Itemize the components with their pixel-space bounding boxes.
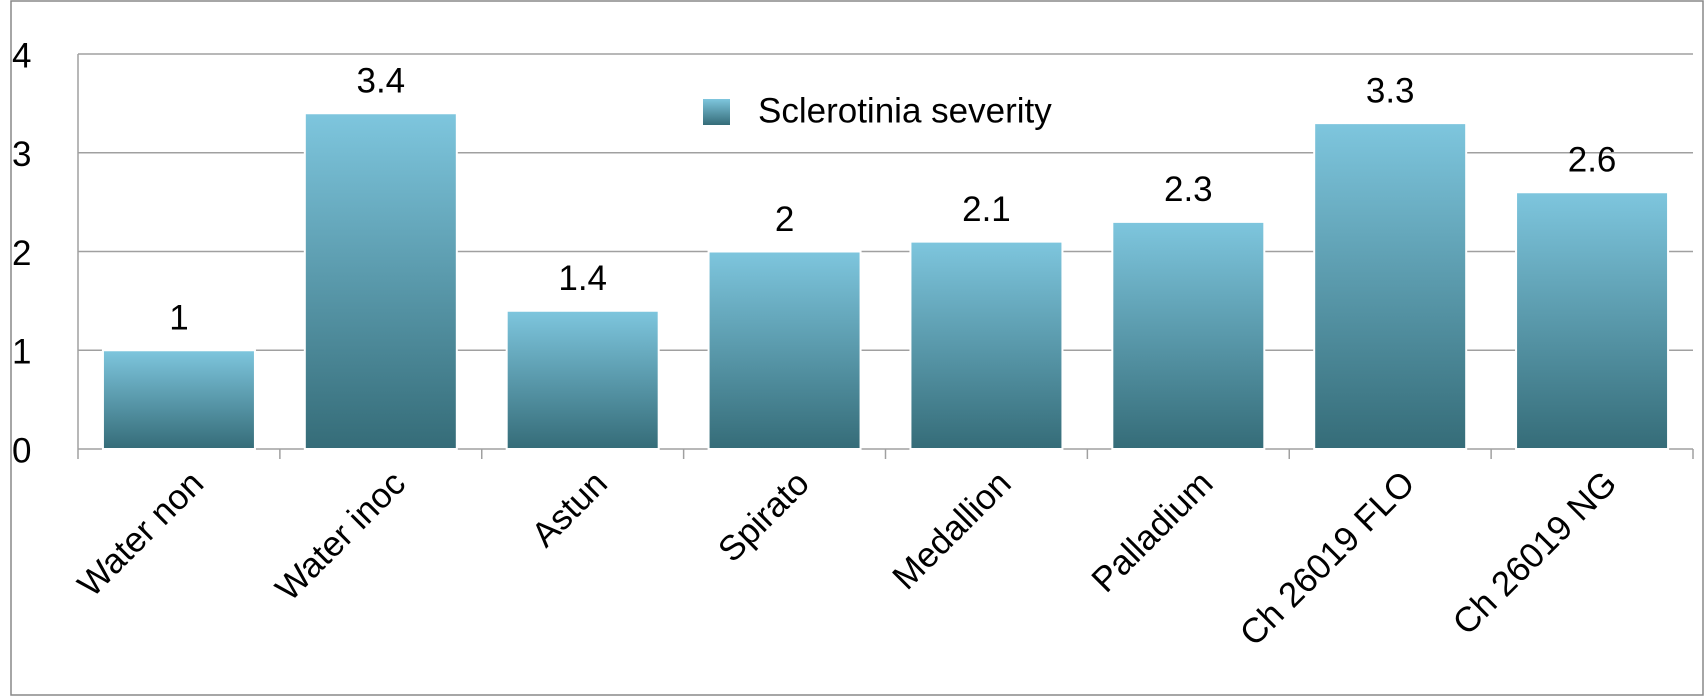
value-label: 1.4 [558, 259, 607, 298]
y-tick-label: 2 [12, 234, 31, 273]
y-tick-label: 3 [12, 135, 31, 174]
bar [1111, 220, 1266, 450]
value-label: 1 [169, 299, 188, 338]
bar [707, 250, 862, 450]
value-label: 3.3 [1366, 71, 1415, 110]
bar [505, 309, 660, 450]
x-tick-label: Palladium [1084, 464, 1220, 600]
bar [303, 112, 458, 450]
x-tick-label: Medallion [885, 464, 1019, 598]
x-tick-label: Ch 26019 NG [1445, 464, 1624, 643]
bar [909, 240, 1064, 450]
x-tick-label: Water inoc [268, 464, 413, 609]
value-label: 2.6 [1568, 141, 1617, 180]
value-label: 2.1 [962, 190, 1011, 229]
legend-label: Sclerotinia severity [758, 91, 1052, 130]
value-label: 2 [775, 200, 794, 239]
bar [101, 349, 256, 450]
frame [10, 0, 1704, 696]
bar [1515, 191, 1670, 450]
y-tick-label: 0 [12, 431, 31, 470]
value-label: 3.4 [356, 62, 405, 101]
x-tick-label: Ch 26019 FLO [1232, 464, 1422, 654]
bar [1313, 122, 1468, 450]
x-tick-label: Spirato [711, 464, 817, 570]
x-tick-label: Astun [524, 464, 615, 555]
x-tick-label: Water non [70, 464, 211, 605]
value-label: 2.3 [1164, 170, 1213, 209]
legend-swatch [703, 99, 730, 125]
y-tick-label: 4 [12, 36, 31, 75]
y-tick-label: 1 [12, 333, 31, 372]
